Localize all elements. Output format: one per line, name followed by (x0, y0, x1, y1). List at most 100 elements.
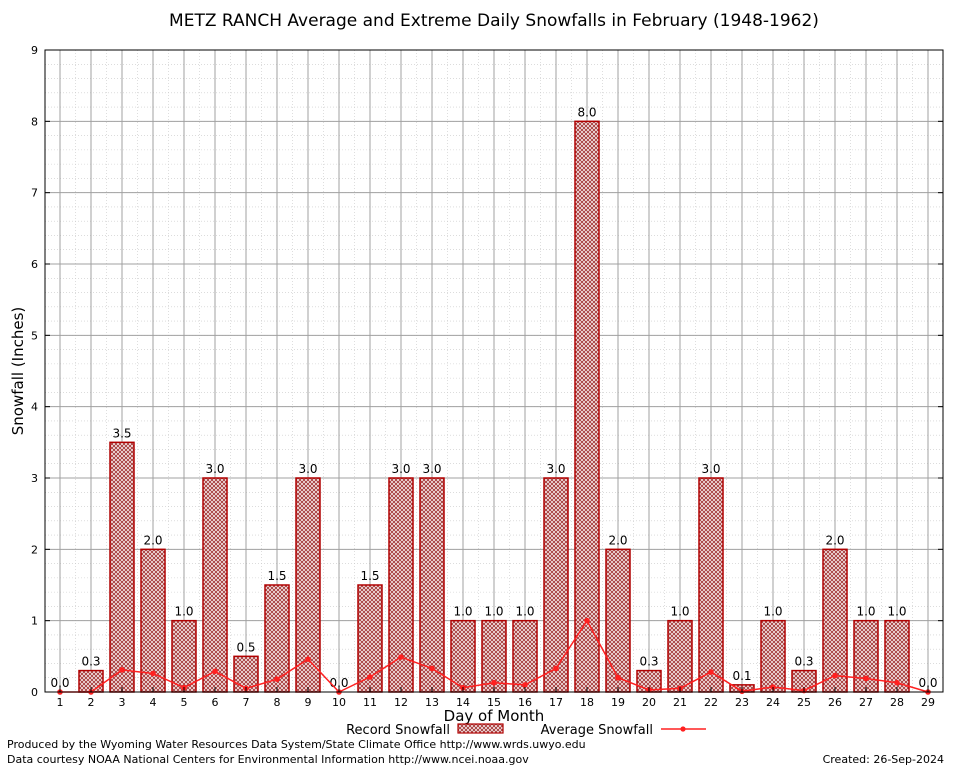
average-point-day-11 (367, 674, 373, 680)
bar-label-day-18: 8.0 (577, 105, 596, 119)
record-bar-day-16 (512, 619, 538, 693)
bar-label-day-7: 0.5 (236, 640, 255, 654)
average-point-day-4 (150, 670, 156, 677)
record-bar-day-4 (140, 548, 166, 693)
major-grid (45, 49, 943, 693)
bar-label-day-2: 0.3 (81, 655, 100, 669)
x-tick-label: 25 (797, 696, 811, 709)
y-tick-label: 8 (31, 115, 38, 128)
x-tick-label: 21 (673, 696, 687, 709)
x-tick-label: 29 (921, 696, 935, 709)
bar-label-day-22: 3.0 (701, 462, 720, 476)
average-point-day-12 (398, 654, 404, 660)
average-point-day-3 (119, 667, 125, 673)
record-bar-day-6 (202, 477, 228, 693)
x-tick-label: 9 (305, 696, 312, 709)
chart-title: METZ RANCH Average and Extreme Daily Sno… (169, 11, 819, 31)
footer-created: Created: 26-Sep-2024 (823, 753, 944, 766)
x-tick-label: 23 (735, 696, 749, 709)
bar-label-day-3: 3.5 (112, 426, 131, 440)
average-point-day-26 (832, 672, 838, 679)
record-bar-day-24 (760, 619, 786, 693)
x-tick-label: 28 (890, 696, 904, 709)
average-point-day-18 (584, 617, 590, 624)
record-bar-day-27 (853, 619, 879, 693)
legend: Record Snowfall Average Snowfall (346, 723, 706, 738)
record-bar-day-5 (171, 619, 197, 693)
average-point-day-28 (894, 679, 900, 686)
y-tick-label: 0 (31, 686, 38, 699)
x-tick-label: 16 (518, 696, 532, 709)
footer-data-courtesy: Data courtesy NOAA National Centers for … (7, 753, 529, 766)
x-tick-label: 14 (456, 696, 470, 709)
x-tick-label: 6 (212, 696, 219, 709)
average-point-day-9 (305, 656, 311, 662)
average-point-day-6 (212, 668, 218, 675)
bar-label-day-19: 2.0 (608, 533, 627, 547)
bar-label-day-27: 1.0 (856, 605, 875, 619)
record-bar-day-28 (884, 619, 910, 693)
bar-label-day-11: 1.5 (360, 569, 379, 583)
record-bar-day-11 (357, 584, 383, 693)
x-axis-label: Day of Month (444, 707, 545, 725)
bar-label-day-29: 0.0 (918, 676, 937, 690)
y-tick-label: 7 (31, 187, 38, 200)
x-tick-label: 20 (642, 696, 656, 709)
legend-swatch-average-marker (680, 726, 686, 732)
y-tick-label: 3 (31, 472, 38, 485)
bar-label-day-23: 0.1 (732, 669, 751, 683)
record-bar-day-14 (450, 619, 476, 693)
bar-label-day-16: 1.0 (515, 605, 534, 619)
bar-label-day-5: 1.0 (174, 605, 193, 619)
x-tick-label: 5 (181, 696, 188, 709)
bar-label-day-21: 1.0 (670, 605, 689, 619)
average-point-day-15 (491, 679, 497, 686)
record-bar-day-19 (605, 548, 631, 693)
average-point-day-22 (708, 669, 714, 675)
bar-label-day-6: 3.0 (205, 462, 224, 476)
x-tick-label: 4 (150, 696, 157, 709)
y-tick-label: 9 (31, 44, 38, 57)
average-point-day-8 (274, 676, 280, 682)
bar-label-day-17: 3.0 (546, 462, 565, 476)
x-tick-label: 3 (119, 696, 126, 709)
bar-label-day-8: 1.5 (267, 569, 286, 583)
average-point-day-17 (553, 665, 559, 672)
x-tick-label: 1 (57, 696, 64, 709)
footer-produced-by: Produced by the Wyoming Water Resources … (7, 738, 586, 751)
x-tick-label: 18 (580, 696, 594, 709)
y-tick-label: 1 (31, 615, 38, 628)
x-tick-label: 22 (704, 696, 718, 709)
bar-label-day-15: 1.0 (484, 605, 503, 619)
x-tick-label: 19 (611, 696, 625, 709)
bar-label-day-25: 0.3 (794, 655, 813, 669)
bar-label-day-20: 0.3 (639, 655, 658, 669)
record-bar-day-18 (574, 120, 600, 693)
y-tick-label: 6 (31, 258, 38, 271)
bar-label-day-4: 2.0 (143, 533, 162, 547)
average-point-day-19 (615, 674, 621, 681)
y-axis-label: Snowfall (Inches) (9, 307, 27, 435)
x-tick-label: 2 (88, 696, 95, 709)
record-bar-day-9 (295, 477, 321, 693)
record-bar-day-3 (109, 441, 135, 693)
y-tick-label: 5 (31, 329, 38, 342)
x-tick-label: 11 (363, 696, 377, 709)
bar-value-labels: 0.0 0.3 3.5 2.0 1.0 3.0 0.5 1.5 3.0 0.0 1.5 3.0 3.0 1… (50, 105, 937, 690)
x-tick-label: 15 (487, 696, 501, 709)
record-bar-day-13 (419, 477, 445, 693)
bar-label-day-13: 3.0 (422, 462, 441, 476)
bar-label-day-24: 1.0 (763, 605, 782, 619)
y-axis-ticks: 0 1 2 3 4 5 6 7 8 9 (31, 44, 943, 699)
x-tick-label: 10 (332, 696, 346, 709)
x-tick-label: 7 (243, 696, 250, 709)
x-tick-label: 12 (394, 696, 408, 709)
x-axis-ticks: 1 2 3 4 5 6 7 8 9 10 11 12 13 14 15 16 17 18 19 20 21 22 23 24 2… (57, 687, 935, 709)
average-snowfall-line (57, 617, 931, 695)
record-bar-day-22 (698, 477, 724, 693)
y-tick-label: 2 (31, 543, 38, 556)
x-tick-label: 26 (828, 696, 842, 709)
y-tick-label: 4 (31, 401, 38, 414)
x-tick-label: 24 (766, 696, 780, 709)
